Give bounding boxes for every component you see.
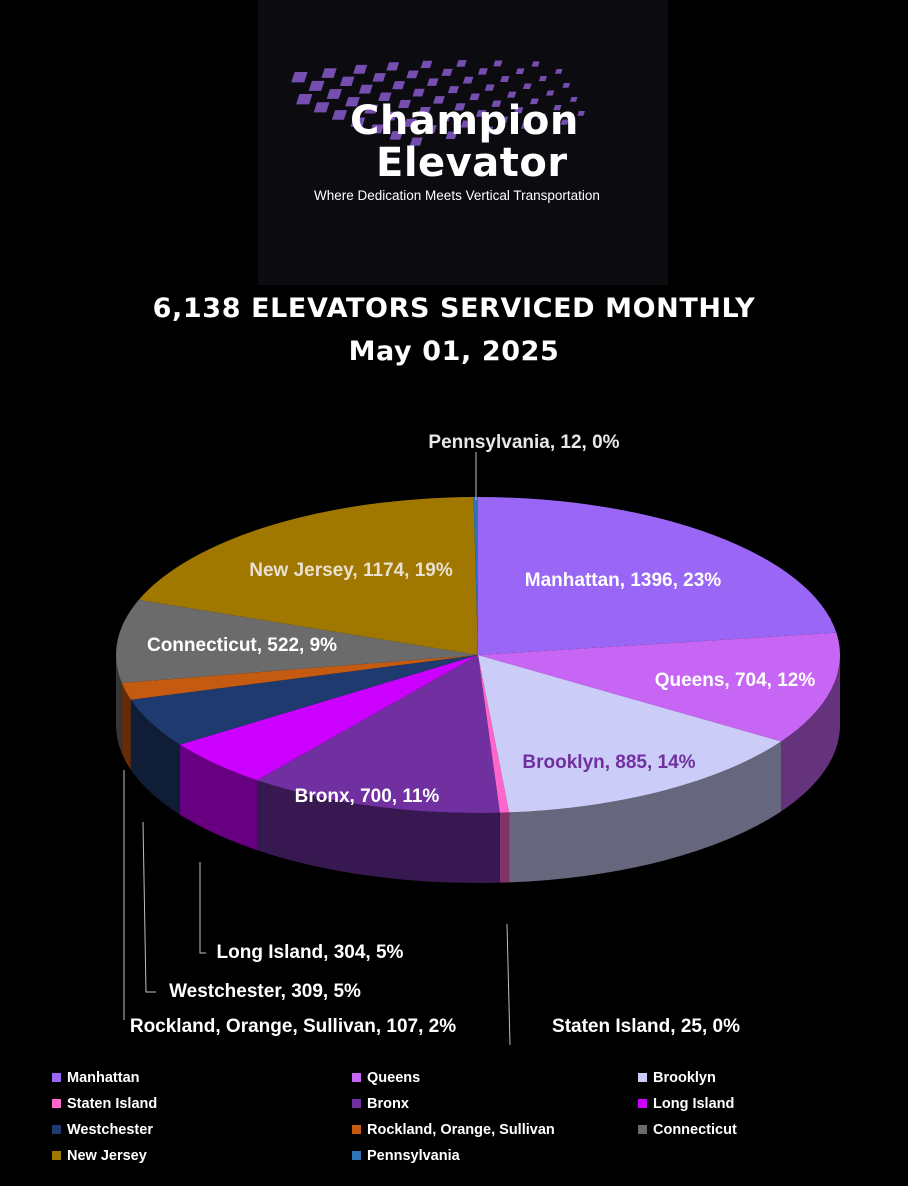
legend-item: Connecticut — [638, 1120, 868, 1139]
data-label-rockland-orange-sullivan: Rockland, Orange, Sullivan, 107, 2% — [130, 1016, 456, 1037]
legend-swatch — [352, 1151, 361, 1160]
legend-item: Manhattan — [52, 1068, 352, 1087]
pie-side-rockland-orange-sullivan — [121, 682, 131, 770]
data-label-brooklyn: Brooklyn, 885, 14% — [522, 752, 695, 773]
data-label-connecticut: Connecticut, 522, 9% — [147, 635, 337, 656]
legend-swatch — [52, 1099, 61, 1108]
legend-label: Bronx — [367, 1095, 409, 1112]
legend-label: Brooklyn — [653, 1069, 716, 1086]
legend-label: Queens — [367, 1069, 421, 1086]
data-label-queens: Queens, 704, 12% — [655, 670, 816, 691]
pie-slice-manhattan — [478, 497, 837, 655]
legend-swatch — [638, 1073, 647, 1082]
legend-item: Rockland, Orange, Sullivan — [352, 1120, 638, 1139]
pie-side-connecticut — [116, 655, 122, 753]
logo-tagline: Where Dedication Meets Vertical Transpor… — [314, 188, 600, 203]
legend-label: Staten Island — [67, 1095, 158, 1112]
legend-item: Staten Island — [52, 1094, 352, 1113]
legend-item: Queens — [352, 1068, 638, 1087]
pie-data-labels: Manhattan, 1396, 23% Queens, 704, 12% Broo… — [123, 432, 816, 1046]
pie-slice-staten-island — [478, 655, 510, 813]
legend-label: Westchester — [67, 1121, 153, 1138]
legend-swatch — [352, 1125, 361, 1134]
chart-legend: Manhattan Queens Brooklyn Staten Island Bron… — [52, 1068, 872, 1165]
checkered-flag-icon — [291, 60, 585, 146]
pie-slice-rockland-orange-sullivan — [121, 655, 479, 700]
leader-line-long-island — [199, 862, 206, 954]
chart-subtitle: May 01, 2025 — [348, 336, 560, 367]
legend-swatch — [352, 1073, 361, 1082]
legend-swatch — [52, 1073, 61, 1082]
pie-side-bronx — [257, 780, 500, 883]
pie-side-staten-island — [499, 812, 510, 883]
data-label-westchester: Westchester, 309, 5% — [169, 981, 361, 1002]
pie-slice-connecticut — [116, 599, 479, 683]
data-label-pennsylvania: Pennsylvania, 12, 0% — [428, 432, 619, 453]
legend-item: Long Island — [638, 1094, 868, 1113]
legend-swatch — [638, 1099, 647, 1108]
pie-slice-westchester — [130, 655, 478, 745]
legend-swatch — [52, 1151, 61, 1160]
checkered-flag-squares — [291, 60, 585, 146]
pie-side-brooklyn — [509, 741, 782, 883]
leader-line-staten-island — [506, 923, 511, 1046]
pie-slice-bronx — [257, 655, 500, 813]
legend-label: Long Island — [653, 1095, 735, 1112]
pie-slice-pennsylvania — [473, 497, 478, 655]
logo-title-line1: Champion — [350, 98, 579, 144]
legend-swatch — [352, 1099, 361, 1108]
legend-swatch — [638, 1125, 647, 1134]
pie-side-long-island — [179, 744, 258, 851]
pie-side-westchester — [130, 699, 180, 815]
leader-line-westchester — [142, 821, 156, 993]
legend-swatch — [52, 1125, 61, 1134]
legend-item: New Jersey — [52, 1146, 352, 1165]
pie-side-queens — [781, 655, 840, 812]
legend-label: Rockland, Orange, Sullivan — [367, 1121, 555, 1138]
pie-chart: Manhattan, 1396, 23% Queens, 704, 12% Broo… — [116, 432, 840, 1046]
legend-label: New Jersey — [67, 1147, 147, 1164]
pie-slices — [116, 497, 840, 813]
legend-item: Westchester — [52, 1120, 352, 1139]
data-label-staten-island: Staten Island, 25, 0% — [552, 1016, 740, 1037]
data-label-new-jersey: New Jersey, 1174, 19% — [249, 560, 453, 581]
legend-item: Brooklyn — [638, 1068, 868, 1087]
data-label-manhattan: Manhattan, 1396, 23% — [525, 570, 722, 591]
data-label-bronx: Bronx, 700, 11% — [295, 786, 440, 807]
legend-label: Pennsylvania — [367, 1147, 460, 1164]
pie-slice-brooklyn — [478, 655, 782, 813]
legend-label: Connecticut — [653, 1121, 737, 1138]
pie-side-walls — [116, 655, 840, 883]
legend-item: Bronx — [352, 1094, 638, 1113]
pie-slice-queens — [478, 632, 840, 742]
pie-slice-long-island — [179, 655, 478, 781]
legend-label: Manhattan — [67, 1069, 140, 1086]
legend-item: Pennsylvania — [352, 1146, 638, 1165]
pie-slice-new-jersey — [138, 497, 478, 655]
data-label-long-island: Long Island, 304, 5% — [217, 942, 404, 963]
chart-title: 6,138 ELEVATORS SERVICED MONTHLY — [152, 293, 756, 324]
logo-title-line2: Elevator — [376, 140, 568, 186]
logo-panel: Champion Elevator Where Dedication Meets… — [258, 0, 668, 285]
